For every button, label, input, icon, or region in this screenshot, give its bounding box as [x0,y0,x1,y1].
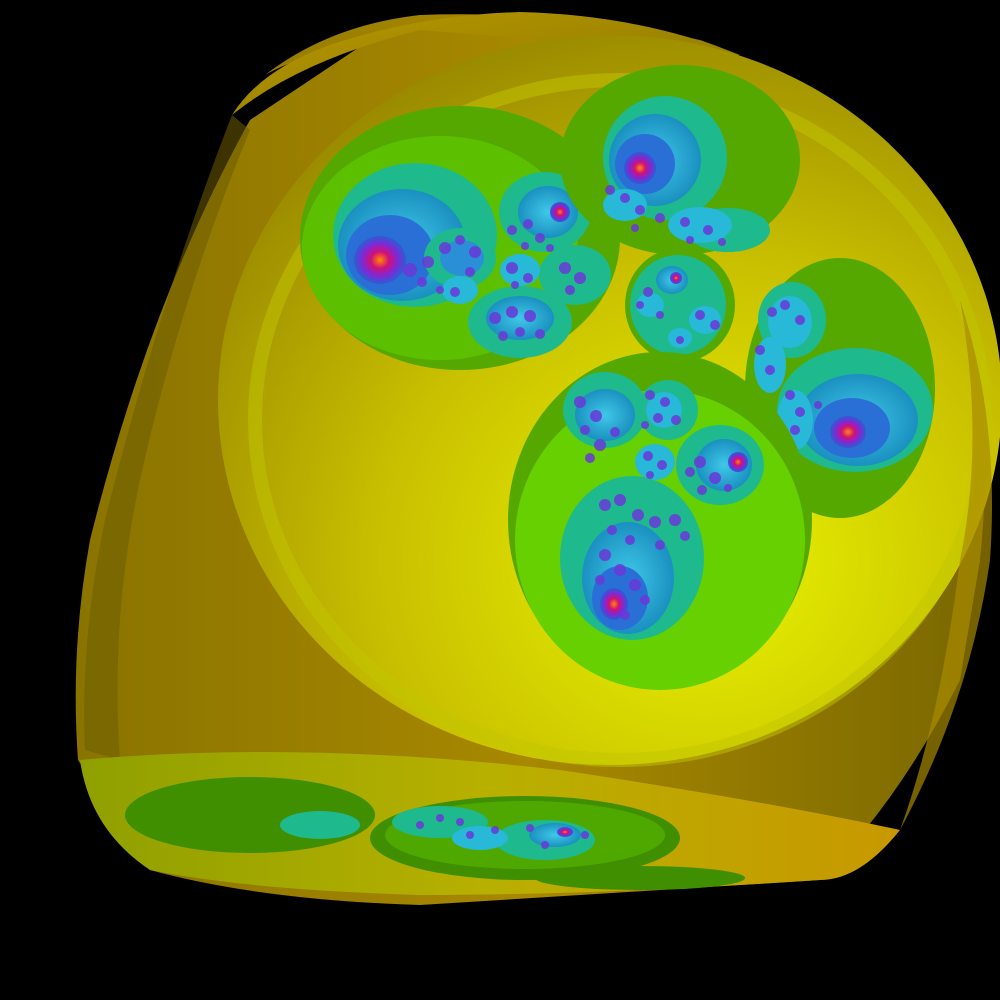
cube-left-shade [84,115,250,760]
fractal-cell-top [560,65,800,255]
cube-right-shade [900,300,992,830]
fractal-cell-right [745,258,935,518]
bottom-face [80,752,900,895]
fractal-purple-clusters [403,185,822,620]
fractal-cell-center [625,248,735,362]
bottom-cell-right [535,866,745,890]
